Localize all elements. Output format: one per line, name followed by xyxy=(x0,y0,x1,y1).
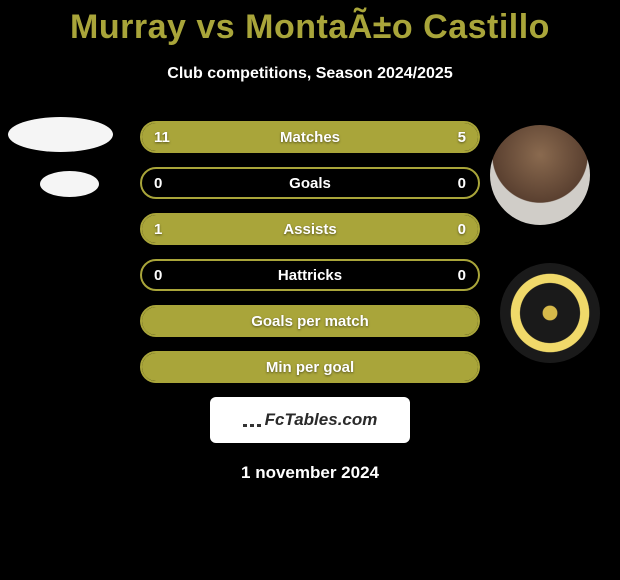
stat-left-value: 0 xyxy=(154,175,162,192)
right-player-avatar xyxy=(490,125,590,225)
fctables-badge: FcTables.com xyxy=(210,397,410,443)
stat-label: Hattricks xyxy=(278,267,342,284)
stat-row: Min per goal xyxy=(140,351,480,383)
page-title: Murray vs MontaÃ±o Castillo xyxy=(0,0,620,47)
stat-row: 0 0 Hattricks xyxy=(140,259,480,291)
stat-label: Matches xyxy=(280,129,340,146)
stat-left-value: 11 xyxy=(154,129,170,146)
stat-label: Assists xyxy=(283,221,336,238)
comparison-panel: 11 5 Matches 0 0 Goals 1 0 Assists 0 0 Hattricks Goa… xyxy=(0,121,620,483)
stat-label: Goals xyxy=(289,175,331,192)
stat-left-value: 0 xyxy=(154,267,162,284)
stat-row: 1 0 Assists xyxy=(140,213,480,245)
right-club-avatar xyxy=(500,263,600,363)
stat-left-value: 1 xyxy=(154,221,162,238)
subtitle: Club competitions, Season 2024/2025 xyxy=(0,65,620,83)
stat-right-value: 0 xyxy=(458,175,466,192)
left-club-avatar xyxy=(40,171,99,197)
stat-row: 11 5 Matches xyxy=(140,121,480,153)
stat-row: Goals per match xyxy=(140,305,480,337)
stat-right-value: 0 xyxy=(458,267,466,284)
stat-row: 0 0 Goals xyxy=(140,167,480,199)
chart-icon xyxy=(243,413,261,427)
stat-bars: 11 5 Matches 0 0 Goals 1 0 Assists 0 0 Hattricks Goa… xyxy=(140,121,480,383)
date-label: 1 november 2024 xyxy=(0,463,620,483)
fctables-label: FcTables.com xyxy=(265,410,378,430)
stat-label: Goals per match xyxy=(251,313,369,330)
left-player-avatar xyxy=(8,117,113,152)
stat-label: Min per goal xyxy=(266,359,354,376)
stat-right-value: 0 xyxy=(458,221,466,238)
stat-right-value: 5 xyxy=(458,129,466,146)
